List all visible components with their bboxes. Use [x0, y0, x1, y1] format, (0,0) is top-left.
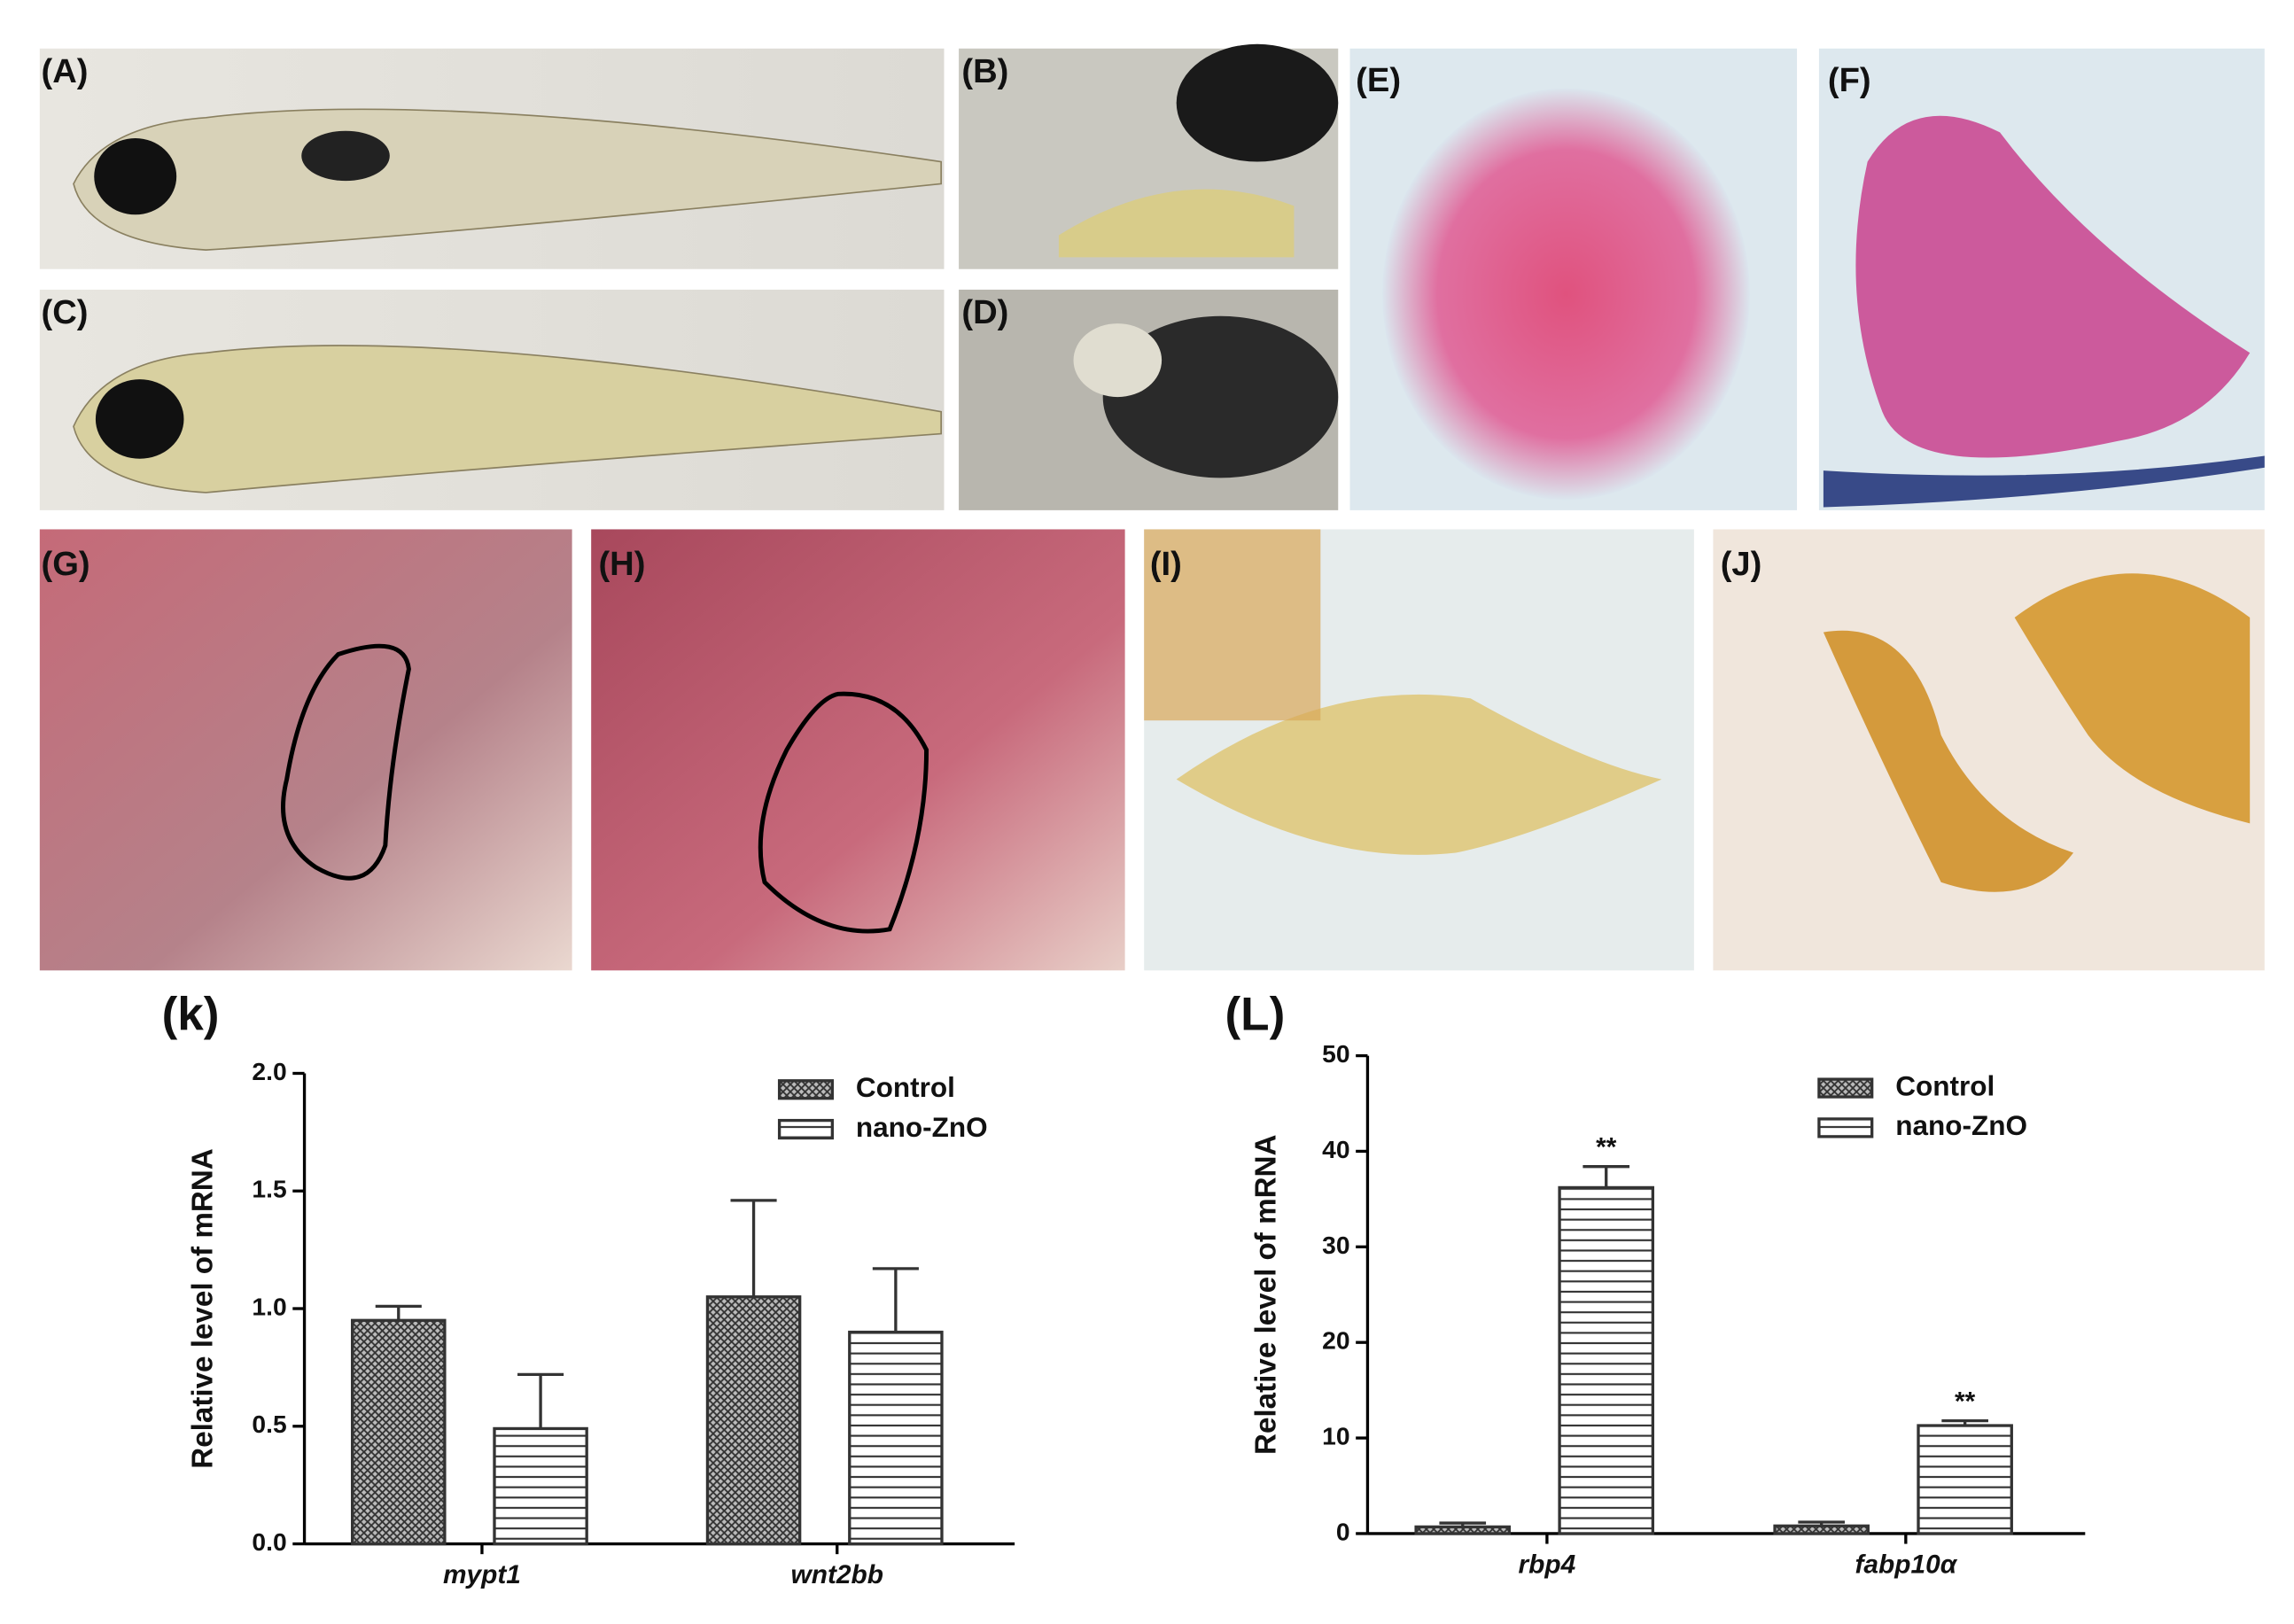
y-tick-label: 30: [1322, 1231, 1349, 1259]
bar: [493, 1426, 588, 1546]
panel-label: (J): [1721, 545, 1762, 583]
panel-label: (C): [42, 293, 89, 331]
panel-label: (H): [598, 545, 645, 583]
error-bar: [517, 1372, 564, 1429]
legend-swatch: [1817, 1117, 1874, 1138]
y-axis-label: Relative level of mRNA: [186, 1148, 219, 1469]
bar: [1558, 1185, 1655, 1535]
legend-label: nano-ZnO: [856, 1111, 988, 1143]
panel-label: (A): [42, 52, 89, 90]
annotation: **: [1955, 1387, 1976, 1417]
y-tick-label: 50: [1322, 1039, 1349, 1068]
error-bar: [1798, 1520, 1846, 1527]
panel-label: (I): [1150, 545, 1182, 583]
legend-label: Control: [856, 1071, 955, 1103]
annotation: **: [1596, 1133, 1617, 1162]
x-tick-label: rbp4: [1519, 1550, 1576, 1579]
y-tick-label: 0: [1336, 1517, 1350, 1545]
y-tick-label: 1.0: [252, 1292, 286, 1320]
y-tick-label: 0.5: [252, 1410, 286, 1438]
error-bar: [872, 1267, 919, 1333]
legend-label: nano-ZnO: [1895, 1109, 2027, 1141]
bar: [1773, 1524, 1870, 1535]
error-bar: [1439, 1521, 1487, 1527]
y-tick-label: 40: [1322, 1135, 1349, 1163]
x-tick-label: mypt1: [443, 1560, 521, 1589]
panel-label: (D): [961, 293, 1008, 331]
error-bar: [1582, 1165, 1630, 1188]
panel-labels: (A) (B) (C) (D) (E) (F) (G) (H) (I) (J): [42, 52, 1871, 583]
legend-swatch: [777, 1079, 835, 1100]
legend-swatch: [1817, 1077, 1874, 1099]
legend-label: Control: [1895, 1069, 1995, 1101]
panel-label: (F): [1828, 61, 1871, 99]
panel-label: (L): [1225, 988, 1285, 1040]
panel-label: (B): [961, 52, 1008, 90]
panel-label: (E): [1356, 61, 1401, 99]
bar: [705, 1295, 802, 1546]
y-tick-label: 2.0: [252, 1057, 286, 1085]
y-axis-label: Relative level of mRNA: [1249, 1134, 1282, 1455]
x-tick-label: fabp10α: [1855, 1550, 1957, 1579]
bar: [848, 1330, 944, 1546]
x-tick-label: wnt2bb: [790, 1560, 883, 1589]
bar: [1414, 1525, 1512, 1535]
bar: [351, 1318, 447, 1546]
y-tick-label: 1.5: [252, 1175, 286, 1203]
panel-label: (k): [162, 988, 220, 1040]
y-tick-label: 10: [1322, 1422, 1349, 1450]
error-bar: [375, 1304, 422, 1321]
panel-label: (G): [42, 545, 90, 583]
bar: [1917, 1424, 2013, 1535]
y-tick-label: 0.0: [252, 1527, 286, 1556]
y-tick-label: 20: [1322, 1326, 1349, 1355]
legend-swatch: [777, 1118, 835, 1140]
error-bar: [1941, 1418, 1988, 1426]
error-bar: [730, 1199, 777, 1297]
photos: [39, 43, 2265, 971]
